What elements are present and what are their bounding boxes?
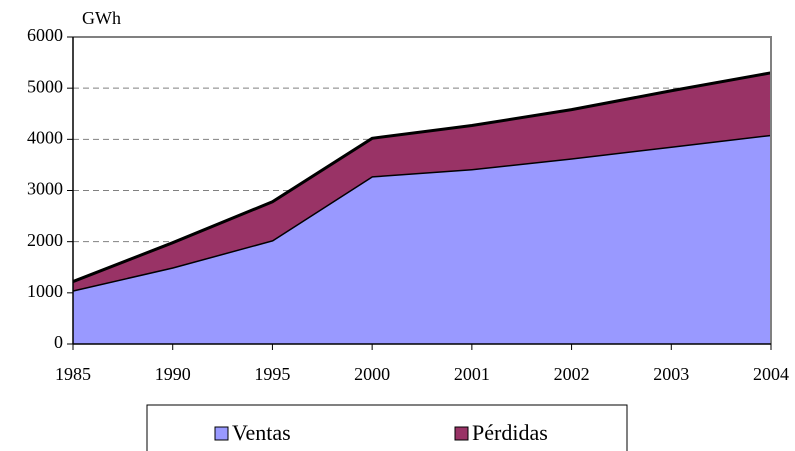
y-tick-label: 4000 <box>27 127 63 147</box>
legend-swatch <box>214 426 229 441</box>
y-tick-label: 3000 <box>27 179 63 199</box>
y-axis-label: GWh <box>82 8 121 28</box>
area <box>73 72 771 291</box>
x-tick-label: 2002 <box>554 364 590 384</box>
x-tick-label: 2000 <box>354 364 390 384</box>
x-tick-label: 1995 <box>254 364 290 384</box>
x-tick-label: 2004 <box>753 364 789 384</box>
legend-label: Pérdidas <box>472 420 548 445</box>
y-tick-label: 1000 <box>27 281 63 301</box>
y-tick-label: 0 <box>54 332 63 352</box>
x-tick-label: 1985 <box>55 364 91 384</box>
y-tick-label: 6000 <box>27 25 63 45</box>
y-tick-label: 2000 <box>27 230 63 250</box>
x-tick-label: 2003 <box>653 364 689 384</box>
x-tick-label: 1990 <box>155 364 191 384</box>
x-tick-label: 2001 <box>454 364 490 384</box>
area <box>73 134 771 344</box>
y-tick-label: 5000 <box>27 76 63 96</box>
legend-swatch <box>454 426 469 441</box>
plot-border <box>73 36 772 344</box>
legend-label: Ventas <box>232 420 291 445</box>
area-line <box>72 71 772 283</box>
